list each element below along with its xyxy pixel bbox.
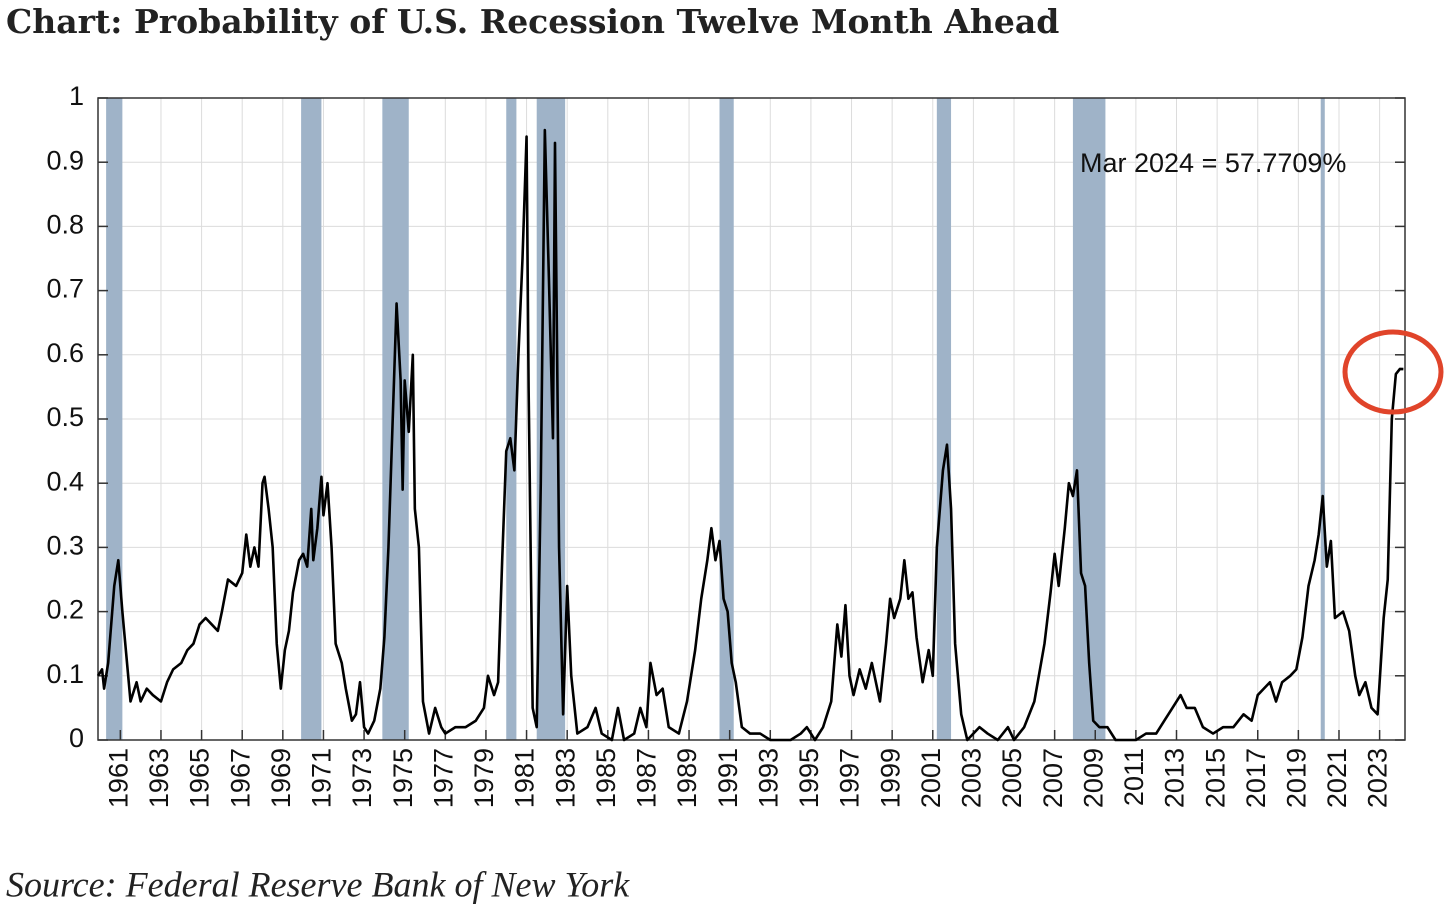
x-tick-label: 1965 [185, 748, 215, 808]
x-tick-label: 1997 [835, 748, 865, 808]
x-tick-label: 1991 [713, 748, 743, 808]
annotation: Mar 2024 = 57.7709% [1080, 148, 1346, 178]
recession-band [301, 98, 322, 740]
x-tick-label: 2023 [1363, 748, 1393, 808]
x-tick-label: 1975 [388, 748, 418, 808]
x-tick-label: 1993 [753, 748, 783, 808]
source: Source: Federal Reserve Bank of New York [6, 864, 630, 904]
y-tick-label: 0.5 [46, 402, 84, 432]
y-tick-label: 0.3 [46, 531, 84, 561]
x-tick-label: 1979 [469, 748, 499, 808]
y-tick-label: 0.9 [46, 145, 84, 175]
chart-title: Chart: Probability of U.S. Recession Twe… [6, 2, 1059, 41]
y-tick-label: 0.7 [46, 274, 84, 304]
x-tick-label: 2021 [1322, 748, 1352, 808]
x-tick-label: 1989 [672, 748, 702, 808]
x-tick-label: 1983 [550, 748, 580, 808]
line-series [96, 128, 1404, 742]
y-tick-label: 0 [69, 723, 84, 753]
y-tick-label: 0.8 [46, 210, 84, 240]
y-tick-label: 1 [69, 81, 84, 111]
recession-band [936, 98, 952, 740]
x-tick-label: 1977 [428, 748, 458, 808]
x-tick-label: 2013 [1160, 748, 1190, 808]
x-tick-label: 1973 [347, 748, 377, 808]
highlight-circle [1342, 329, 1444, 415]
plot-area: 0 0.1 0.2 0.3 0.4 0.5 0.6 0.7 0.8 0.9 1 1961 1963 196… [46, 81, 1406, 808]
x-tick-label: 2011 [1119, 748, 1149, 806]
x-tick-label: 2005 [997, 748, 1027, 808]
recession-band [719, 98, 734, 740]
x-tick-label: 1967 [225, 748, 255, 808]
x-tick-label: 2009 [1078, 748, 1108, 808]
x-tick-label: 2017 [1241, 748, 1271, 808]
x-tick-label: 2015 [1200, 748, 1230, 808]
y-tick-label: 0.1 [46, 659, 84, 689]
x-tick-label: 2019 [1281, 748, 1311, 808]
y-tick-label: 0.6 [46, 338, 84, 368]
recession-band [106, 98, 123, 740]
x-tick-label: 2007 [1038, 748, 1068, 808]
x-tick-label: 1995 [794, 748, 824, 808]
x-tick-label: 1969 [266, 748, 296, 808]
x-tick-label: 1971 [307, 748, 337, 808]
x-tick-label: 1981 [510, 748, 540, 808]
x-tick-label: 1961 [103, 748, 133, 808]
recession-band [1072, 98, 1106, 740]
y-tick-label: 0.4 [46, 466, 84, 496]
recession-band [1320, 98, 1325, 740]
x-tick-label: 1963 [144, 748, 174, 808]
x-tick-label: 1987 [632, 748, 662, 808]
y-tick-label: 0.2 [46, 595, 84, 625]
x-tick-label: 1985 [591, 748, 621, 808]
x-tick-label: 2001 [916, 748, 946, 808]
recession-band [506, 98, 517, 740]
x-tick-label: 2003 [957, 748, 987, 808]
x-tick-label: 1999 [875, 748, 905, 808]
